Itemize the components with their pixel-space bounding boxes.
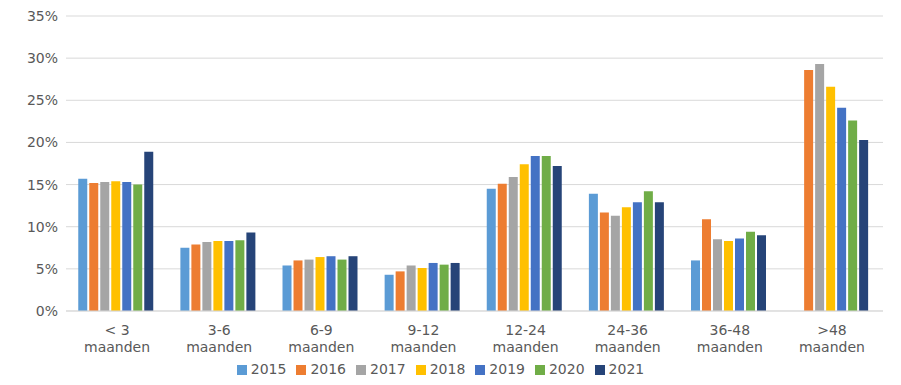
html-text:2017: 2017	[370, 361, 406, 377]
svg-text:5%: 5%	[36, 261, 58, 277]
svg-text:0%: 0%	[36, 303, 58, 319]
svg-text:< 3maanden: < 3maanden	[84, 322, 150, 355]
html-text:2021: 2021	[608, 361, 645, 377]
svg-text:9-12maanden: 9-12maanden	[390, 322, 456, 355]
svg-text:30%: 30%	[27, 50, 58, 66]
svg-text:20%: 20%	[27, 134, 58, 150]
svg-text:24-36maanden: 24-36maanden	[595, 322, 661, 355]
html-text:2018: 2018	[429, 361, 466, 377]
svg-text:25%: 25%	[27, 92, 58, 108]
svg-text:3-6maanden: 3-6maanden	[186, 322, 252, 355]
html-text:2016: 2016	[310, 361, 346, 377]
svg-text:15%: 15%	[27, 177, 58, 193]
html-text:2020: 2020	[549, 361, 585, 377]
svg-text:>48maanden: >48maanden	[799, 322, 865, 355]
svg-text:10%: 10%	[27, 219, 58, 235]
svg-text:35%: 35%	[27, 8, 58, 24]
html-text:2015: 2015	[250, 361, 287, 377]
svg-text:6-9maanden: 6-9maanden	[288, 322, 354, 355]
svg-text:36-48maanden: 36-48maanden	[697, 322, 763, 355]
svg-text:12-24maanden: 12-24maanden	[493, 322, 559, 355]
html-text:2019: 2019	[489, 361, 525, 377]
